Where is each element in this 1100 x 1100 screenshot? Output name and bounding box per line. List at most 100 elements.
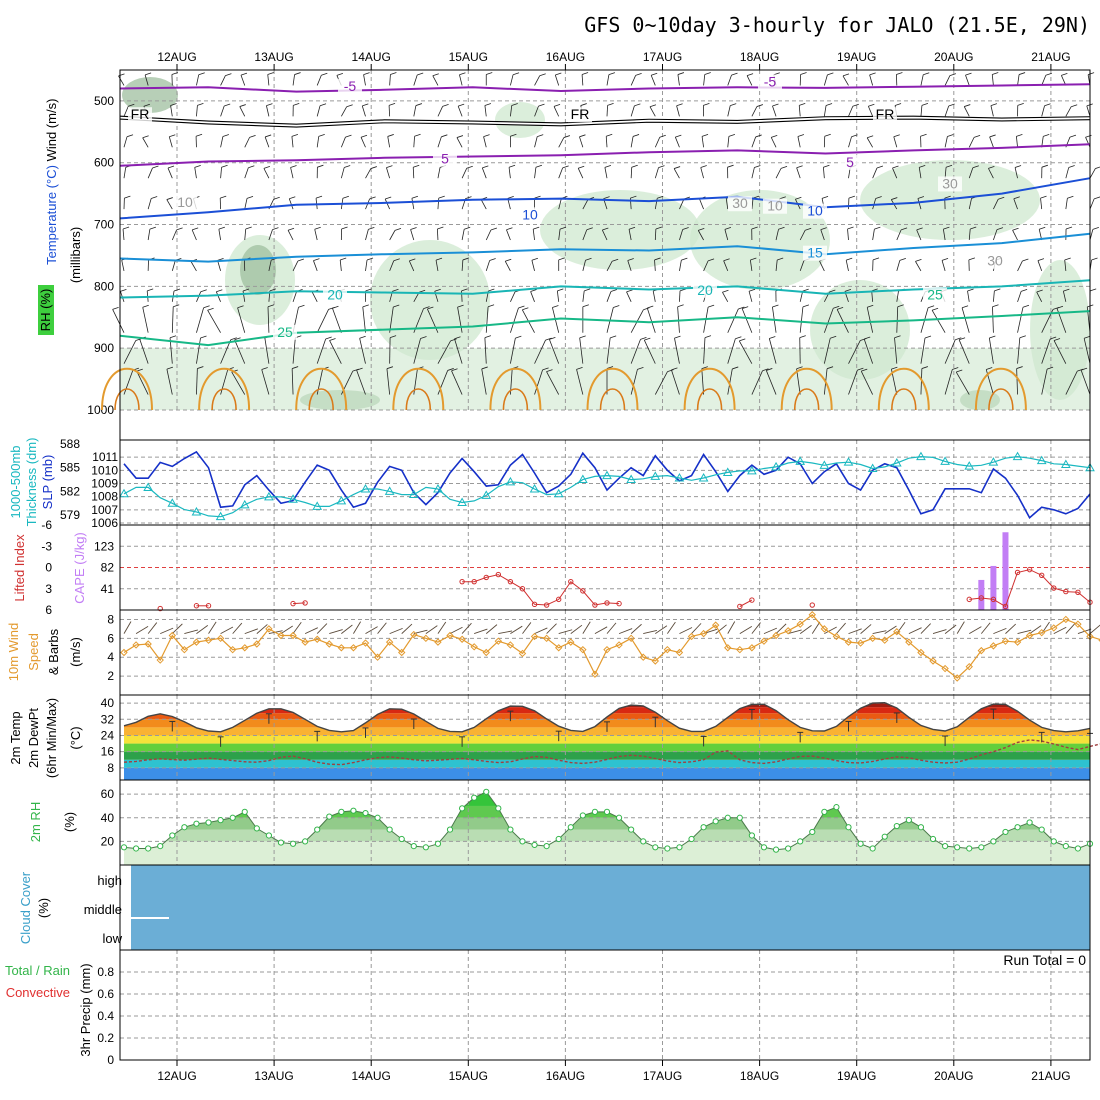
wind-barb — [316, 75, 322, 86]
wind-barb — [869, 74, 874, 86]
wind-barb — [292, 337, 296, 364]
wind-barb — [365, 626, 378, 635]
lifted-index-point — [556, 596, 562, 603]
wind-barb — [522, 307, 529, 311]
wind-barb — [136, 371, 149, 395]
wind-barb — [1017, 260, 1023, 272]
wind-speed-point — [518, 649, 527, 658]
wind-barb — [746, 75, 753, 86]
wind-barb — [799, 103, 806, 106]
rh-point — [483, 788, 490, 795]
wind-barb — [658, 165, 665, 169]
wind-barb — [482, 165, 489, 169]
wind-barb — [266, 103, 273, 107]
ylabel-temp2m: 2m Temp — [8, 711, 23, 764]
wind-barb — [826, 366, 834, 370]
wind-barb — [727, 621, 736, 634]
wind-barb — [771, 135, 778, 138]
wind-barb — [738, 340, 753, 364]
isotherm-35 — [405, 388, 432, 411]
wind-barb — [288, 198, 294, 210]
wind-barb — [942, 229, 946, 241]
wind-barb — [549, 336, 556, 340]
wind-speed-point — [917, 648, 925, 657]
rh-point — [241, 808, 248, 815]
wind-barb — [1053, 626, 1067, 635]
wind-barb — [124, 195, 131, 199]
wind-barb — [546, 369, 553, 372]
isotherm-30 — [489, 367, 542, 411]
wind-barb — [577, 168, 584, 179]
wind-barb — [401, 623, 413, 634]
wind-barb — [1018, 72, 1026, 75]
lifted-index-point — [507, 578, 514, 585]
wind-barb — [339, 259, 342, 271]
wind-barb — [345, 134, 352, 138]
wind-barb — [123, 136, 128, 148]
rh-point — [338, 808, 345, 815]
wind-barb — [168, 136, 173, 148]
wind-barb — [659, 134, 666, 138]
wind-tick: 8 — [107, 612, 114, 626]
wind-barb — [643, 307, 650, 311]
wind-speed-point — [1074, 620, 1082, 628]
wind-barb — [703, 260, 709, 272]
wind-barb — [860, 624, 872, 634]
wind-barb — [594, 626, 608, 635]
wind-barb — [579, 134, 586, 138]
temp-bands — [124, 702, 1090, 780]
thickness-tick: 585 — [60, 461, 80, 475]
thickness-point — [191, 506, 202, 516]
wind-barb — [876, 165, 884, 169]
rh-point — [676, 844, 683, 851]
thickness-point — [747, 465, 757, 475]
wind-barb — [833, 305, 840, 309]
wind-barb — [218, 226, 226, 230]
temp-tick: 40 — [101, 696, 115, 710]
wind-barb — [643, 630, 657, 635]
wind-barb — [968, 198, 972, 210]
isotherm-35 — [793, 388, 820, 411]
isotherm-10 — [119, 177, 1091, 220]
wind-barb — [316, 309, 329, 333]
thickness-point — [143, 482, 154, 491]
wind-barb — [727, 338, 736, 364]
wind-barb — [515, 335, 522, 339]
thickness-point — [964, 461, 975, 470]
rh-point — [193, 820, 200, 827]
wind-barb — [673, 168, 680, 179]
wind-barb — [920, 74, 924, 86]
wind-barb — [1068, 165, 1075, 168]
wind-barb — [1062, 291, 1067, 302]
wind-barb — [389, 260, 395, 272]
wind-speed-point — [796, 620, 804, 628]
wind-barb — [192, 227, 199, 231]
wind-barb — [846, 257, 853, 261]
wind-barb — [1085, 137, 1091, 148]
wind-barb — [603, 196, 610, 200]
lifted-index-line — [462, 574, 620, 606]
wind-barb — [1065, 198, 1068, 210]
label-bg — [338, 78, 362, 94]
wind-barb — [387, 134, 394, 137]
wind-barb — [582, 290, 585, 302]
wind-barb — [766, 368, 773, 371]
wind-barb — [944, 195, 951, 199]
temp-tick: 8 — [107, 761, 114, 775]
wind-barb — [836, 622, 846, 634]
wind-barb — [459, 72, 466, 76]
wind-barb — [203, 305, 210, 309]
thickness-line — [123, 455, 1091, 518]
wind-barb — [557, 288, 564, 292]
wind-barb — [797, 134, 805, 137]
wind-tick: 4 — [107, 650, 114, 664]
wind-barb — [549, 339, 560, 364]
wind-barb — [891, 197, 898, 200]
wind-barb — [261, 367, 268, 370]
wind-barb — [1065, 106, 1072, 117]
wind-barb — [986, 367, 993, 370]
wind-barb — [546, 623, 557, 634]
ylabel-speed: Speed — [26, 633, 41, 671]
wind-speed-point — [832, 632, 841, 641]
wind-speed-point — [289, 631, 297, 640]
